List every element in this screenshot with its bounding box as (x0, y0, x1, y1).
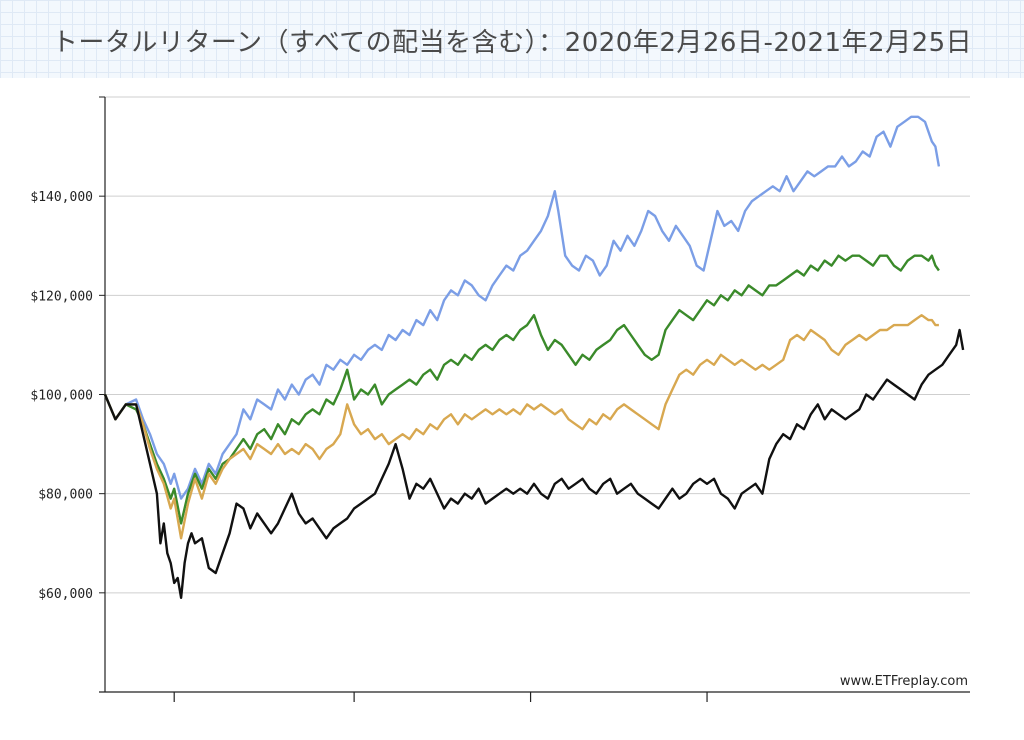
y-tick-label: $100,000 (30, 389, 93, 404)
title-band (0, 0, 1024, 78)
chart-title: トータルリターン（すべての配当を含む）：2020年2月26日-2021年2月25… (51, 28, 973, 58)
axes (99, 96, 970, 702)
gridlines (105, 96, 970, 594)
series-line-3 (103, 314, 939, 540)
series-line-1 (103, 115, 941, 500)
y-axis-tick-labels: $60,000 $80,000 $100,000 $120,000 $140,000 (30, 190, 93, 602)
y-tick-label: $120,000 (30, 289, 93, 304)
y-tick-label: $60,000 (38, 587, 93, 602)
y-tick-label: $140,000 (30, 190, 93, 205)
y-tick-label: $80,000 (38, 488, 93, 503)
watermark-text: www.ETFreplay.com (840, 674, 968, 689)
series-line-2 (103, 254, 940, 525)
series-lines (103, 115, 965, 599)
series-line-4 (103, 328, 965, 599)
